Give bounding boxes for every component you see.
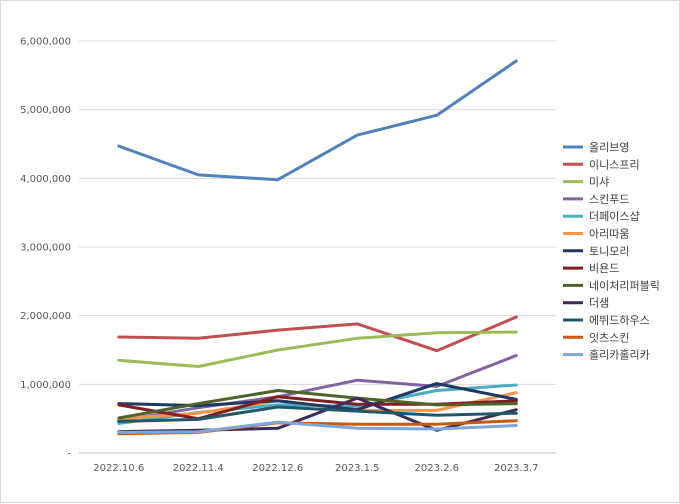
series-line — [117, 420, 518, 434]
y-tick-label: - — [67, 449, 71, 460]
series-line — [117, 315, 518, 353]
x-axis: 2022.10.6 2022.11.4 2022.12.6 2023.1.5 2023.… — [93, 463, 538, 474]
legend-label: 에뛰드하우스 — [589, 313, 650, 327]
series-line — [117, 405, 518, 423]
y-tick-label: 5,000,000 — [20, 105, 71, 116]
legend-label: 미샤 — [589, 176, 609, 189]
gridlines — [79, 40, 556, 454]
legend-label: 올리브영 — [589, 141, 629, 154]
series-line — [117, 389, 518, 420]
x-tick-label: 2023.3.7 — [494, 463, 539, 474]
legend-label: 잇츠스킨 — [589, 331, 629, 344]
legend-label: 홀리카홀리카 — [589, 349, 650, 362]
legend-label: 네이처리퍼블릭 — [589, 279, 660, 292]
series-line — [117, 330, 518, 368]
y-tick-label: 6,000,000 — [20, 37, 71, 48]
legend-label: 토니모리 — [589, 245, 629, 258]
legend-label: 더페이스샵 — [589, 210, 640, 223]
x-tick-label: 2022.12.6 — [252, 463, 303, 474]
x-tick-label: 2022.11.4 — [173, 463, 224, 474]
y-tick-label: 2,000,000 — [20, 311, 71, 322]
legend-label: 아리따움 — [589, 228, 629, 241]
y-tick-label: 3,000,000 — [20, 243, 71, 254]
series-line — [117, 59, 518, 182]
x-tick-label: 2022.10.6 — [93, 463, 144, 474]
legend-label: 더샘 — [589, 297, 609, 310]
x-tick-label: 2023.1.5 — [335, 463, 380, 474]
x-tick-label: 2023.2.6 — [414, 463, 459, 474]
y-tick-label: 1,000,000 — [20, 380, 71, 391]
y-axis: - 1,000,000 2,000,000 3,000,000 4,000,000 5,0… — [20, 37, 71, 460]
y-tick-label: 4,000,000 — [20, 174, 71, 185]
legend-label: 이니스프리 — [589, 158, 640, 171]
legend: 올리브영이니스프리미샤스킨푸드더페이스샵아리따움토니모리비욘드네이처리퍼블릭더샘… — [563, 141, 660, 362]
legend-label: 비욘드 — [589, 262, 619, 275]
legend-label: 스킨푸드 — [589, 193, 629, 206]
series-lines — [117, 59, 518, 436]
series-line — [117, 354, 518, 423]
